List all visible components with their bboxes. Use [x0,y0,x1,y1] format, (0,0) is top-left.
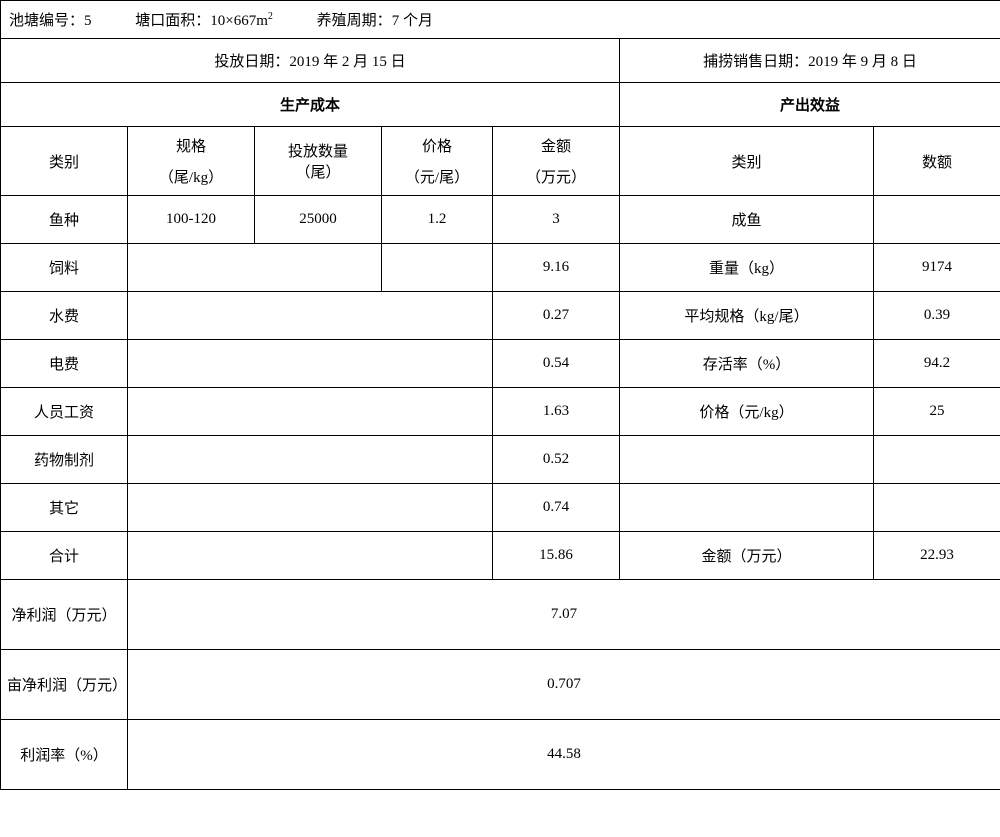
profit-rate-row: 利润率（%） 44.58 [1,720,1000,790]
output-section-title: 产出效益 [620,83,1000,127]
cost-category-cell: 水费 [1,292,128,340]
amount-header-line2: （万元） [499,166,613,187]
qty-header-line2: （尾） [261,161,375,182]
table-row: 饲料 9.16 重量（kg） 9174 [1,244,1000,292]
cost-category-cell: 其它 [1,484,128,532]
output-value-cell: 0.39 [874,292,1000,340]
price-header-line1: 价格 [388,135,486,156]
section-titles-row: 生产成本 产出效益 [1,83,1000,127]
empty-cell [128,388,493,436]
header-info-cell: 池塘编号：5 塘口面积：10×667m2 养殖周期：7 个月 [1,1,1000,39]
table-row: 其它 0.74 [1,484,1000,532]
mu-profit-value: 0.707 [128,650,1000,720]
amount-cell: 15.86 [493,532,620,580]
empty-cell [128,532,493,580]
output-category-cell: 价格（元/kg） [620,388,874,436]
price-cell: 1.2 [382,196,493,244]
amount-cell: 0.52 [493,436,620,484]
amount-cell: 9.16 [493,244,620,292]
cost-category-header: 类别 [1,127,128,196]
cycle-label: 养殖周期： [317,13,392,29]
output-category-cell: 平均规格（kg/尾） [620,292,874,340]
header-info-row: 池塘编号：5 塘口面积：10×667m2 养殖周期：7 个月 [1,1,1000,39]
table-row: 人员工资 1.63 价格（元/kg） 25 [1,388,1000,436]
mu-profit-row: 亩净利润（万元） 0.707 [1,650,1000,720]
column-headers-row: 类别 规格 （尾/kg） 投放数量 （尾） 价格 （元/尾） 金额 （万元） 类… [1,127,1000,196]
amount-cell: 0.74 [493,484,620,532]
output-value-cell [874,484,1000,532]
cost-category-cell: 鱼种 [1,196,128,244]
amount-cell: 0.27 [493,292,620,340]
output-category-cell [620,436,874,484]
table-row: 药物制剂 0.52 [1,436,1000,484]
amount-cell: 3 [493,196,620,244]
net-profit-value: 7.07 [128,580,1000,650]
profit-rate-value: 44.58 [128,720,1000,790]
output-value-cell: 22.93 [874,532,1000,580]
amount-cell: 0.54 [493,340,620,388]
empty-cell [382,244,493,292]
output-amount-header: 数额 [874,127,1000,196]
output-value-cell: 25 [874,388,1000,436]
breeding-cycle: 养殖周期：7 个月 [317,9,433,30]
harvest-date: 捕捞销售日期：2019 年 9 月 8 日 [620,39,1000,83]
aquaculture-cost-table: 池塘编号：5 塘口面积：10×667m2 养殖周期：7 个月 投放日期：2019… [0,0,1000,790]
amount-cell: 1.63 [493,388,620,436]
spec-header: 规格 （尾/kg） [128,127,255,196]
profit-rate-label: 利润率（%） [1,720,128,790]
pond-area: 塘口面积：10×667m2 [135,9,273,30]
qty-cell: 25000 [255,196,382,244]
cost-section-title: 生产成本 [1,83,620,127]
table-row: 鱼种 100-120 25000 1.2 3 成鱼 [1,196,1000,244]
pond-id-label: 池塘编号： [9,13,84,29]
amount-header-line1: 金额 [499,135,613,156]
dates-row: 投放日期：2019 年 2 月 15 日 捕捞销售日期：2019 年 9 月 8… [1,39,1000,83]
empty-cell [128,436,493,484]
table-row: 合计 15.86 金额（万元） 22.93 [1,532,1000,580]
cost-category-cell: 药物制剂 [1,436,128,484]
area-value: 10×667m [210,13,268,29]
amount-header: 金额 （万元） [493,127,620,196]
output-category-cell: 存活率（%） [620,340,874,388]
table-row: 电费 0.54 存活率（%） 94.2 [1,340,1000,388]
cycle-value: 7 个月 [392,13,433,29]
spec-cell: 100-120 [128,196,255,244]
price-header-line2: （元/尾） [388,166,486,187]
qty-header-line1: 投放数量 [261,140,375,161]
cost-category-cell: 合计 [1,532,128,580]
qty-header: 投放数量 （尾） [255,127,382,196]
output-category-cell: 金额（万元） [620,532,874,580]
spec-header-line1: 规格 [134,135,248,156]
net-profit-label: 净利润（万元） [1,580,128,650]
output-category-cell [620,484,874,532]
table-row: 水费 0.27 平均规格（kg/尾） 0.39 [1,292,1000,340]
cost-category-cell: 饲料 [1,244,128,292]
output-category-cell: 成鱼 [620,196,874,244]
release-date: 投放日期：2019 年 2 月 15 日 [1,39,620,83]
cost-category-cell: 人员工资 [1,388,128,436]
output-value-cell: 94.2 [874,340,1000,388]
area-sup: 2 [268,11,273,22]
empty-cell [128,340,493,388]
empty-cell [128,292,493,340]
price-header: 价格 （元/尾） [382,127,493,196]
output-value-cell [874,436,1000,484]
cost-category-cell: 电费 [1,340,128,388]
net-profit-row: 净利润（万元） 7.07 [1,580,1000,650]
spec-header-line2: （尾/kg） [134,166,248,187]
output-value-cell [874,196,1000,244]
area-label: 塘口面积： [135,13,210,29]
empty-cell [128,244,382,292]
mu-profit-label: 亩净利润（万元） [1,650,128,720]
output-category-cell: 重量（kg） [620,244,874,292]
pond-id: 池塘编号：5 [9,9,92,30]
output-category-header: 类别 [620,127,874,196]
empty-cell [128,484,493,532]
pond-id-value: 5 [84,13,92,29]
output-value-cell: 9174 [874,244,1000,292]
